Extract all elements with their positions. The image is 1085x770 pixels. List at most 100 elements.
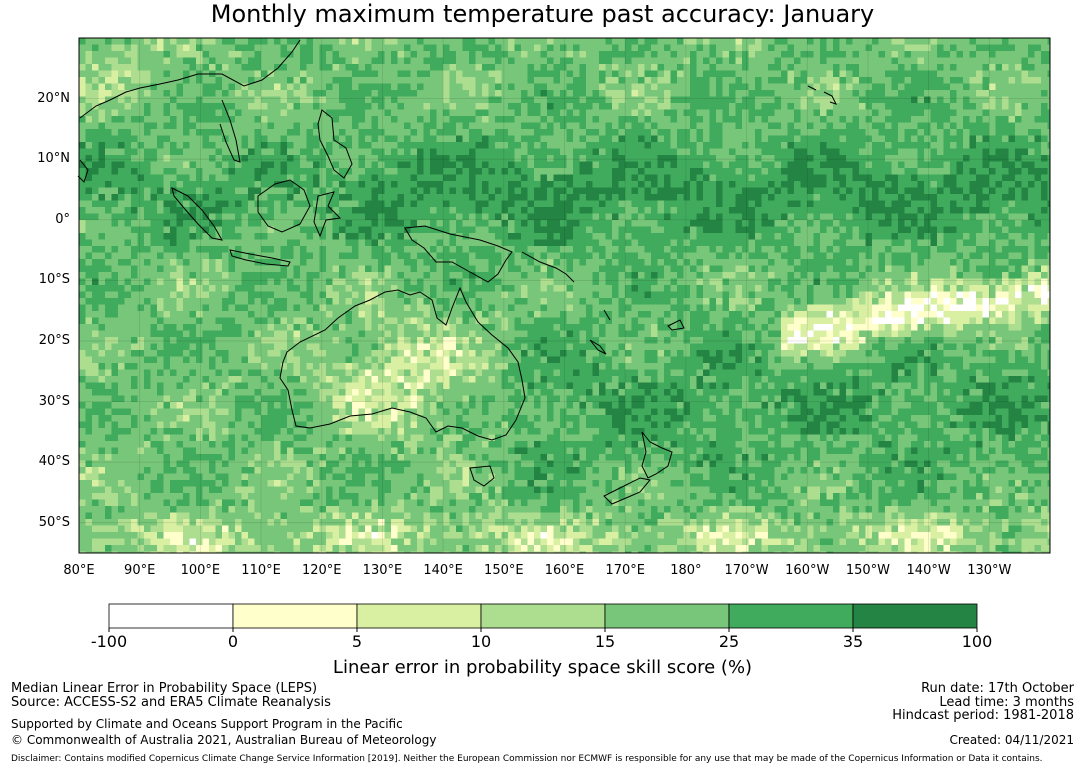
grid-cell: [378, 252, 385, 260]
grid-cell: [807, 142, 814, 149]
grid-cell: [131, 116, 138, 123]
grid-cell: [742, 129, 749, 136]
grid-cell: [579, 194, 587, 201]
grid-cell: [1008, 220, 1016, 227]
grid-cell: [605, 103, 613, 110]
grid-cell: [573, 207, 580, 214]
grid-cell: [118, 57, 125, 65]
grid-cell: [313, 77, 320, 84]
grid-cell: [495, 174, 502, 182]
grid-cell: [651, 38, 658, 45]
grid-cell: [794, 135, 801, 143]
grid-cell: [384, 239, 392, 247]
grid-cell: [774, 96, 782, 104]
grid-cell: [774, 220, 782, 227]
grid-cell: [241, 226, 249, 234]
grid-cell: [313, 187, 320, 195]
grid-cell: [696, 246, 704, 253]
grid-cell: [339, 213, 346, 221]
grid-cell: [332, 239, 340, 247]
grid-cell: [1015, 90, 1022, 97]
grid-cell: [209, 57, 216, 65]
grid-cell: [1034, 64, 1042, 71]
grid-cell: [235, 109, 242, 117]
grid-cell: [358, 148, 366, 156]
grid-cell: [404, 226, 411, 234]
grid-cell: [709, 174, 717, 182]
grid-cell: [222, 174, 229, 182]
grid-cell: [911, 161, 918, 169]
grid-cell: [787, 174, 795, 182]
grid-cell: [956, 246, 964, 253]
grid-cell: [560, 246, 567, 253]
grid-cell: [586, 220, 593, 227]
grid-cell: [787, 57, 795, 65]
grid-cell: [872, 148, 879, 156]
grid-cell: [469, 83, 476, 91]
grid-cell: [144, 57, 151, 65]
grid-cell: [436, 155, 444, 162]
grid-cell: [553, 70, 561, 78]
grid-cell: [391, 83, 398, 91]
grid-cell: [943, 187, 951, 195]
grid-cell: [813, 64, 821, 71]
grid-cell: [852, 96, 860, 104]
grid-cell: [384, 83, 392, 91]
grid-cell: [599, 155, 606, 162]
grid-cell: [332, 155, 340, 162]
grid-cell: [579, 226, 587, 234]
grid-cell: [911, 207, 918, 214]
grid-cell: [423, 220, 431, 227]
grid-cell: [599, 129, 606, 136]
grid-cell: [508, 207, 515, 214]
grid-cell: [365, 90, 372, 97]
grid-cell: [157, 70, 164, 78]
grid-cell: [339, 207, 346, 214]
grid-cell: [534, 129, 541, 136]
grid-cell: [469, 77, 476, 84]
grid-cell: [404, 233, 411, 240]
grid-cell: [969, 122, 977, 130]
grid-cell: [508, 96, 515, 104]
grid-cell: [586, 116, 593, 123]
grid-cell: [1021, 161, 1029, 169]
grid-cell: [729, 70, 736, 78]
grid-cell: [865, 96, 873, 104]
grid-cell: [235, 83, 242, 91]
grid-cell: [313, 44, 320, 52]
grid-cell: [111, 44, 119, 52]
grid-cell: [176, 168, 184, 175]
grid-cell: [339, 44, 346, 52]
grid-cell: [534, 246, 541, 253]
grid-cell: [1041, 64, 1048, 71]
grid-cell: [391, 148, 398, 156]
grid-cell: [579, 135, 587, 143]
grid-cell: [482, 51, 489, 58]
grid-cell: [527, 168, 535, 175]
grid-cell: [774, 233, 782, 240]
grid-cell: [430, 96, 437, 104]
grid-cell: [573, 90, 580, 97]
grid-cell: [904, 103, 912, 110]
grid-cell: [144, 213, 151, 221]
grid-cell: [391, 233, 398, 240]
grid-cell: [469, 207, 476, 214]
grid-cell: [969, 135, 977, 143]
grid-cell: [150, 109, 158, 117]
grid-cell: [1034, 77, 1042, 84]
grid-cell: [716, 83, 723, 91]
grid-cell: [729, 168, 736, 175]
grid-cell: [228, 148, 236, 156]
grid-cell: [150, 38, 158, 45]
grid-cell: [514, 57, 522, 65]
grid-cell: [833, 109, 840, 117]
grid-cell: [196, 213, 203, 221]
grid-cell: [280, 109, 288, 117]
grid-cell: [345, 226, 353, 234]
grid-cell: [449, 174, 457, 182]
grid-cell: [313, 83, 320, 91]
grid-cell: [982, 207, 990, 214]
grid-cell: [384, 44, 392, 52]
grid-cell: [339, 109, 346, 117]
grid-cell: [657, 122, 665, 130]
